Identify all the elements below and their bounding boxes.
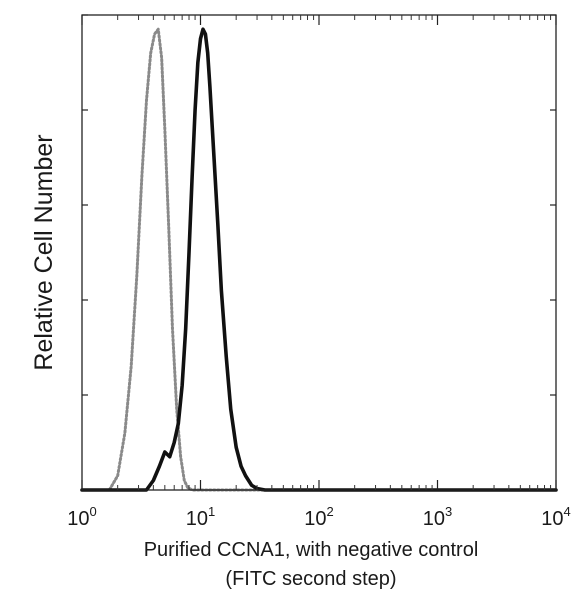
x-tick-label: 104 — [541, 504, 570, 530]
x-axis-label-line-2: (FITC second step) — [225, 568, 396, 590]
x-tick-label: 102 — [304, 504, 333, 530]
x-tick-label: 101 — [186, 504, 215, 530]
x-axis-label-line-1: Purified CCNA1, with negative control — [144, 539, 479, 561]
histogram-curve-ccna1 — [80, 27, 558, 492]
histogram-curve-negative-control — [80, 27, 558, 492]
y-axis-label: Relative Cell Number — [30, 134, 58, 370]
x-tick-label: 100 — [67, 504, 96, 530]
x-tick-label: 103 — [423, 504, 452, 530]
axis-frame — [81, 14, 557, 491]
plot-area — [80, 27, 558, 492]
axis-ticks: 100 101 102 103 104 — [67, 14, 571, 530]
